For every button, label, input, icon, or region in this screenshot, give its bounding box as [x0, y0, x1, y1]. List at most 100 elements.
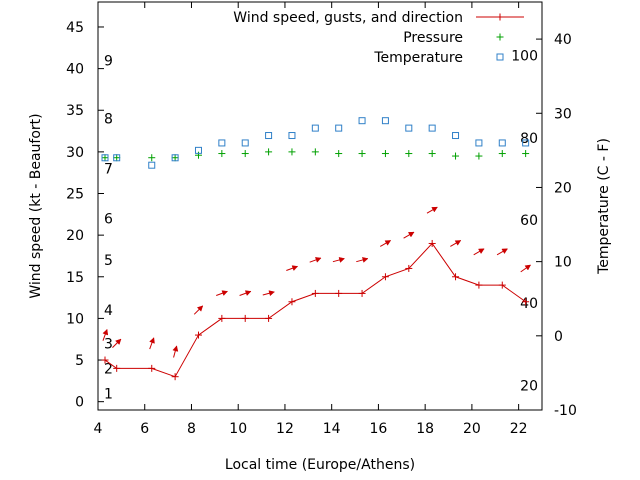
- wind-gust-arrow: [379, 240, 392, 247]
- pressure-point: [241, 150, 249, 158]
- wind-speed-point: [148, 364, 156, 372]
- x-tick-label: 12: [276, 421, 294, 437]
- arrow-head: [338, 257, 346, 263]
- wind-gust-arrow: [426, 206, 438, 214]
- temperature-point: [113, 154, 121, 162]
- beaufort-label: 5: [104, 253, 113, 269]
- wind-speed-point: [194, 331, 202, 339]
- pressure-point: [452, 152, 460, 160]
- arrow-head: [221, 290, 228, 297]
- arrow-head: [384, 240, 392, 246]
- series-layer: [101, 117, 532, 381]
- temperature-point: [335, 124, 343, 132]
- beaufort-label: 7: [104, 162, 113, 178]
- wind-gust-arrow: [473, 248, 485, 256]
- wind-speed-point: [452, 273, 460, 281]
- x-tick-label: 16: [370, 421, 388, 437]
- temperature-point: [452, 132, 460, 140]
- pressure-point: [381, 150, 389, 158]
- wind-gust-arrow: [356, 257, 369, 263]
- temperature-point: [194, 146, 202, 154]
- y-left-tick-label: 0: [75, 395, 84, 411]
- axis-titles: Local time (Europe/Athens) Wind speed (k…: [28, 113, 612, 473]
- wind-speed-point: [428, 239, 436, 247]
- arrow-head: [244, 290, 252, 297]
- arrow-head: [172, 345, 179, 352]
- y-left-tick-label: 10: [66, 311, 84, 327]
- beaufort-label: 2: [104, 361, 113, 377]
- y-left-tick-label: 35: [66, 103, 84, 119]
- axes: [97, 1, 543, 411]
- legend-label: Temperature: [373, 50, 463, 66]
- arrow-head: [291, 265, 299, 272]
- arrow-head: [431, 206, 438, 213]
- arrow-head: [407, 231, 415, 238]
- pressure-point: [405, 150, 413, 158]
- pressure-point: [428, 150, 436, 158]
- temperature-point: [475, 139, 483, 147]
- wind-speed-point: [522, 298, 530, 306]
- y-right-tick-label: -10: [554, 403, 577, 419]
- beaufort-label: 8: [104, 112, 113, 128]
- arrow-head: [196, 305, 204, 312]
- beaufort-label: 4: [104, 303, 113, 319]
- fahrenheit-label: 40: [520, 296, 538, 312]
- pressure-point: [358, 150, 366, 158]
- wind-speed-point: [335, 289, 343, 297]
- wind-speed-point: [405, 264, 413, 272]
- legend-wind-marker: [496, 13, 504, 21]
- pressure-point: [288, 148, 296, 156]
- beaufort-label: 6: [104, 211, 113, 227]
- pressure-point: [113, 154, 121, 162]
- temperature-point: [428, 124, 436, 132]
- y-left-tick-label: 40: [66, 62, 84, 78]
- wind-gust-arrow: [450, 240, 462, 247]
- pressure-point: [311, 148, 319, 156]
- pressure-point: [335, 150, 343, 158]
- y-left-tick-label: 15: [66, 270, 84, 286]
- x-tick-label: 18: [416, 421, 434, 437]
- arrow-head: [268, 290, 275, 297]
- temperature-point: [288, 132, 296, 140]
- wind-gust-arrow: [102, 328, 109, 341]
- y-right-tick-label: 10: [554, 255, 572, 271]
- x-tick-label: 4: [94, 421, 103, 437]
- beaufort-label: 3: [104, 336, 113, 352]
- arrow-head: [454, 240, 462, 246]
- wind-speed-point: [265, 314, 273, 322]
- temperature-point: [522, 139, 530, 147]
- plot-frame: [97, 1, 543, 411]
- wind-speed-line: [104, 242, 526, 378]
- x-tick-label: 8: [187, 421, 196, 437]
- wind-speed-point: [475, 281, 483, 289]
- fahrenheit-label: 20: [520, 379, 538, 395]
- y-right-axis-title: Temperature (C - F): [596, 138, 612, 275]
- wind-speed-point: [171, 373, 179, 381]
- fahrenheit-label: 60: [520, 213, 538, 229]
- legend-label: Pressure: [403, 30, 463, 46]
- wind-gust-arrow: [332, 257, 346, 263]
- wind-gust-arrow: [309, 257, 322, 263]
- x-tick-label: 14: [323, 421, 341, 437]
- y-left-axis-title: Wind speed (kt - Beaufort): [28, 113, 44, 298]
- y-right-tick-label: 30: [554, 106, 572, 122]
- x-tick-label: 6: [140, 421, 149, 437]
- y-left-tick-label: 45: [66, 20, 84, 36]
- y-left-tick-label: 20: [66, 228, 84, 244]
- legend-temperature-marker: [496, 53, 504, 61]
- wind-speed-point: [381, 273, 389, 281]
- temperature-point: [405, 124, 413, 132]
- wind-gust-arrow: [520, 264, 532, 273]
- wind-speed-point: [358, 289, 366, 297]
- arrow-head: [102, 328, 109, 336]
- temperature-point: [101, 154, 109, 162]
- y-left-tick-label: 5: [75, 353, 84, 369]
- temperature-point: [498, 139, 506, 147]
- temperature-point: [381, 117, 389, 125]
- legend-pressure-marker: [496, 33, 504, 41]
- wind-gust-arrow: [112, 338, 122, 348]
- wind-speed-point: [288, 298, 296, 306]
- pressure-point: [101, 154, 109, 162]
- pressure-point: [218, 150, 226, 158]
